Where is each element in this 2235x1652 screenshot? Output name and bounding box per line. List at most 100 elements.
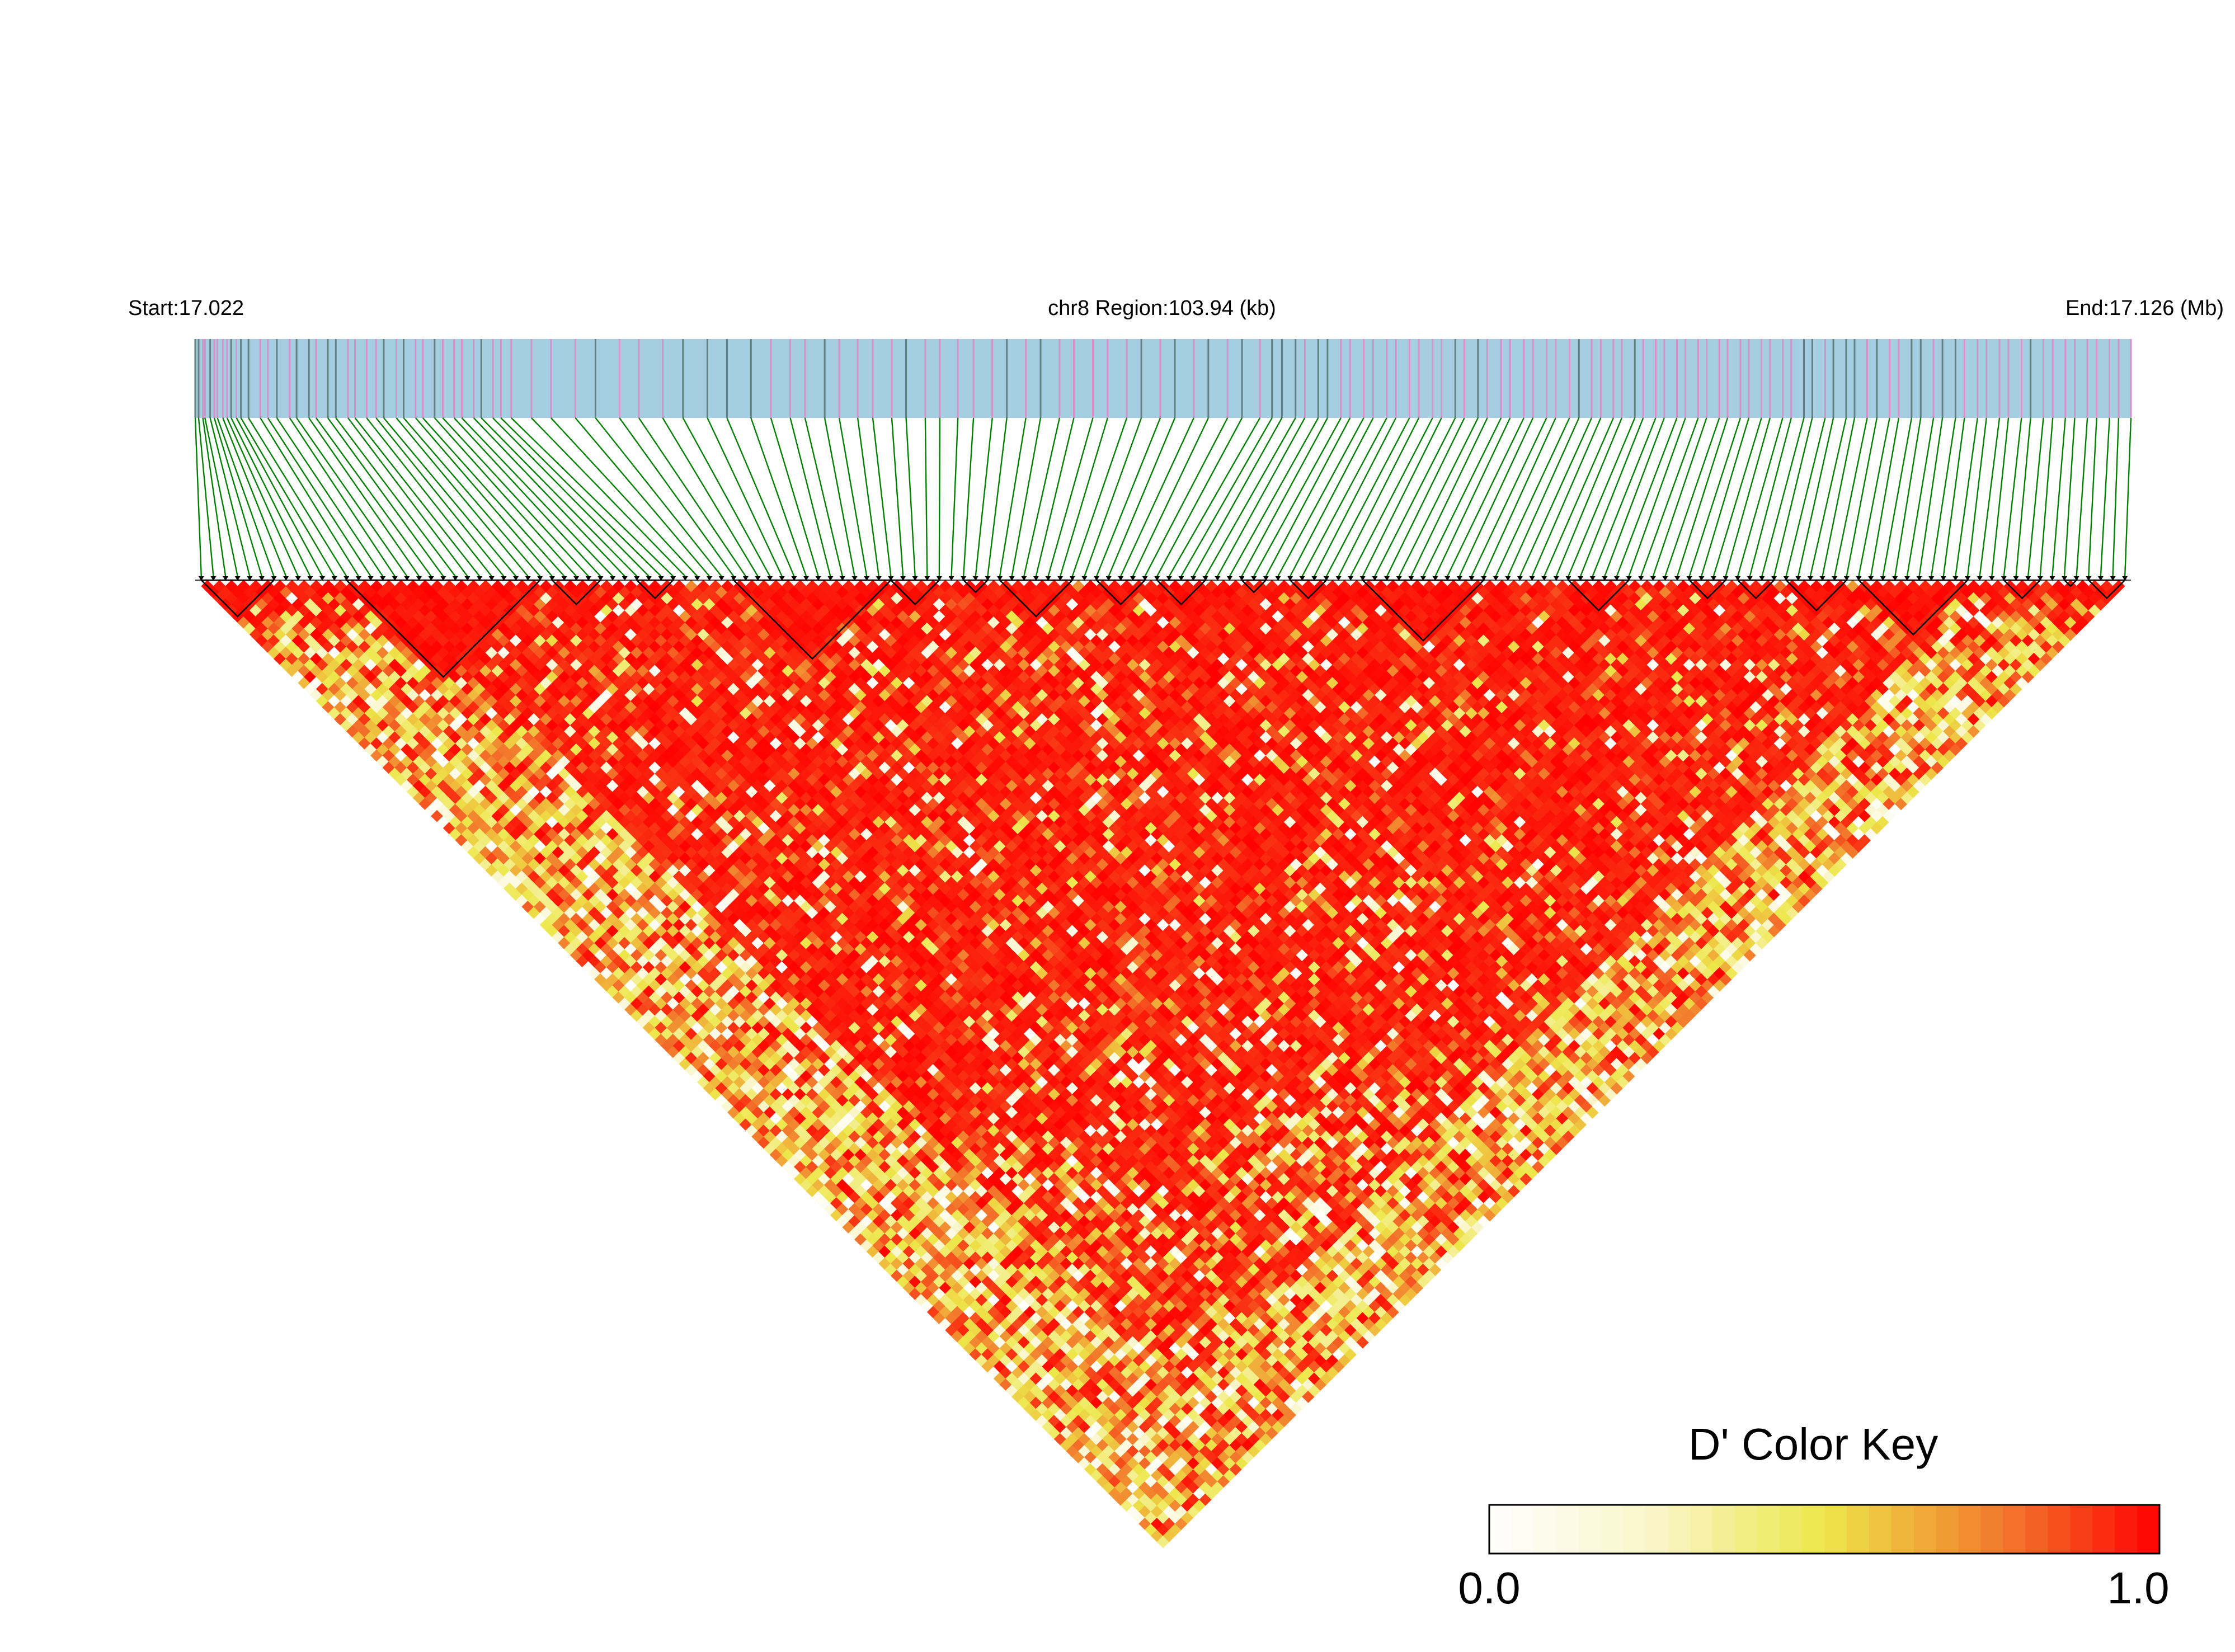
snp-link-line [308, 417, 420, 577]
ld-cell [1211, 1444, 1224, 1458]
snp-link-line [202, 417, 227, 577]
snp-link-line [531, 417, 686, 577]
snp-link-line [1809, 417, 1847, 577]
ld-cell [685, 906, 698, 919]
ld-cell [394, 664, 407, 677]
snp-link-line [2088, 417, 2097, 577]
ld-cell [539, 773, 553, 787]
snp-link-line [1676, 417, 1729, 577]
snp-link-line [905, 417, 916, 577]
snp-link-line [226, 417, 299, 577]
snp-link-line [1966, 417, 1987, 577]
snp-link-line [2076, 417, 2088, 577]
ld-cell [933, 1251, 946, 1264]
ld-cell [394, 676, 407, 690]
snp-link-line [230, 417, 311, 577]
snp-link-line [987, 417, 1008, 577]
ld-cell [782, 1051, 794, 1065]
ld-cell [685, 1051, 698, 1065]
snp-link-line [354, 417, 481, 577]
snp-link-line [396, 417, 529, 577]
ld-cell [981, 1203, 994, 1216]
snp-link-line [1931, 417, 1956, 577]
snp-link-line [1434, 417, 1511, 577]
ld-cell [1078, 1396, 1091, 1409]
ld-cell [782, 1100, 794, 1113]
ld-cell [443, 713, 456, 726]
ld-cell [539, 906, 553, 919]
snp-link-line [434, 417, 577, 577]
snp-link-line [2039, 417, 2054, 577]
snp-link-line [1725, 417, 1771, 577]
snp-link-line [838, 417, 868, 577]
snp-link-line [289, 417, 396, 577]
ld-cell [346, 725, 359, 738]
ld-cell [1029, 1396, 1043, 1409]
snp-link-line [575, 417, 711, 577]
ld-cell [491, 858, 504, 871]
snp-link-line [1604, 417, 1665, 577]
snp-link-line [682, 417, 771, 577]
ld-cell [836, 1154, 849, 1168]
snp-link-line [415, 417, 553, 577]
ld-cell [588, 809, 601, 822]
ld-cell [636, 906, 650, 919]
snp-link-line [1785, 417, 1826, 577]
ld-cell [401, 670, 413, 684]
ld-cell [497, 719, 510, 732]
ld-cell [733, 1051, 746, 1065]
ld-cell [352, 719, 365, 732]
snp-link-line [1579, 417, 1644, 577]
ld-cell [636, 967, 650, 980]
snp-link-line [1628, 417, 1686, 577]
ld-cell [1175, 1517, 1188, 1530]
ld-cell [739, 961, 752, 974]
ld-cell [691, 961, 704, 974]
ld-cell [733, 1063, 746, 1077]
ld-cell [352, 622, 365, 635]
snp-link-line [403, 417, 541, 577]
ld-cell [249, 616, 262, 629]
ld-cell [788, 1009, 801, 1022]
ld-cell [1163, 1396, 1176, 1409]
snp-link-line [453, 417, 601, 577]
ld-heatmap [201, 580, 2125, 1549]
ld-cell [1126, 1348, 1140, 1361]
snp-link-line [422, 417, 565, 577]
ld-cell [830, 1063, 843, 1077]
ld-cell [1078, 1300, 1091, 1312]
snp-link-line [267, 417, 371, 577]
ld-cell [346, 713, 359, 726]
ld-cell [636, 954, 650, 968]
ld-cell [443, 809, 456, 822]
snp-link-line [442, 417, 589, 577]
snp-link-line [1749, 417, 1792, 577]
snp-link-line [770, 417, 819, 577]
snp-link-line [1531, 417, 1602, 577]
ld-cell [1211, 1481, 1224, 1494]
ld-cell [255, 622, 269, 635]
ld-cell [352, 670, 365, 684]
snp-link-line [1265, 417, 1351, 577]
snp-link-line [327, 417, 444, 577]
ld-cell [685, 954, 698, 968]
ld-cell [346, 676, 359, 690]
snp-link-line [492, 417, 650, 577]
snp-link-line [1047, 417, 1094, 577]
snp-link-line [1144, 417, 1229, 577]
snp-link-line [1822, 417, 1856, 577]
ld-cell [636, 858, 650, 871]
snp-link-line [1507, 417, 1580, 577]
ld-cell [884, 1106, 897, 1119]
snp-link-line [1664, 417, 1720, 577]
snp-link-line [804, 417, 844, 577]
snp-link-line [1325, 417, 1410, 577]
ld-cell [1078, 1348, 1091, 1361]
ld-cell [636, 1003, 650, 1016]
snp-link-line [1991, 417, 2010, 577]
snp-link-line [1084, 417, 1142, 577]
ld-cell [497, 767, 510, 780]
snp-link-line [1290, 417, 1374, 577]
ld-cell [594, 961, 607, 974]
ld-cell [491, 822, 504, 835]
